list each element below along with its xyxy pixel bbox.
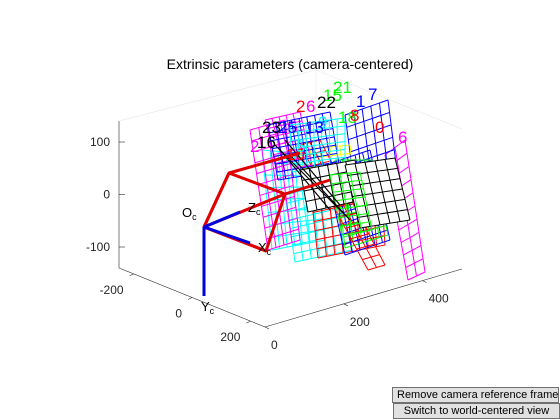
z-tick-label: -200 bbox=[100, 283, 124, 297]
plane-id-label: 0 bbox=[375, 118, 384, 137]
plane-id-label: 2 bbox=[250, 137, 259, 156]
z-tick-label: 200 bbox=[220, 330, 240, 344]
switch-world-view-button[interactable]: Switch to world-centered view bbox=[393, 403, 560, 419]
x-tick-label: 200 bbox=[350, 315, 370, 329]
camera-x-label: Xc bbox=[258, 240, 272, 257]
y-tick-label: 100 bbox=[90, 135, 110, 149]
plane-id-label: 15 bbox=[323, 86, 342, 105]
calibration-planes bbox=[249, 99, 426, 281]
x-tick-mark bbox=[422, 280, 427, 283]
plane-id-label: 16 bbox=[257, 133, 276, 152]
plane-id-label: 13 bbox=[305, 118, 324, 137]
z-tick-mark bbox=[187, 297, 193, 300]
plane-id-label: 6 bbox=[306, 97, 315, 116]
x-tick-label: 400 bbox=[429, 292, 449, 306]
camera-z-label: Zc bbox=[248, 200, 261, 217]
plane-id-label: 18 bbox=[338, 108, 357, 127]
z-tick-mark bbox=[129, 273, 134, 277]
y-tick-label: -100 bbox=[86, 240, 110, 254]
plane-id-label: 7 bbox=[368, 85, 377, 104]
plane-id-label: 5 bbox=[296, 137, 305, 156]
plane-id-label: 23 bbox=[262, 118, 281, 137]
chart-title: Extrinsic parameters (camera-centered) bbox=[167, 56, 414, 72]
camera-origin-label: Oc bbox=[182, 205, 197, 222]
plane-id-label: 6 bbox=[398, 128, 407, 147]
plane-id-label: 8 bbox=[350, 106, 359, 125]
plane-normal-line bbox=[284, 139, 341, 206]
x-tick-mark bbox=[264, 326, 270, 330]
z-tick-mark bbox=[246, 320, 251, 324]
checkerboard-plane bbox=[344, 157, 411, 229]
camera-axes bbox=[202, 210, 251, 296]
plane-normal-line bbox=[279, 149, 331, 211]
x-tick-mark bbox=[343, 303, 348, 307]
plane-id-label: 22 bbox=[317, 93, 336, 112]
plane-id-label: 1 bbox=[356, 92, 365, 111]
y-tick-label: 0 bbox=[103, 188, 110, 202]
camera-y-label: Yc bbox=[201, 299, 215, 316]
plane-id-label: 2 bbox=[296, 97, 305, 116]
remove-camera-frame-button[interactable]: Remove camera reference frame bbox=[392, 387, 559, 403]
z-tick-label: 0 bbox=[175, 307, 182, 321]
plane-id-label: 25 bbox=[278, 118, 297, 137]
x-tick-label: 0 bbox=[271, 338, 278, 352]
plane-normal-line bbox=[289, 154, 351, 221]
tick-marks: -100 0 100 -200 0 200 0 200 400 bbox=[86, 135, 449, 352]
plane-id-label: 21 bbox=[333, 78, 352, 97]
plane-id-label: 9 bbox=[318, 113, 327, 132]
